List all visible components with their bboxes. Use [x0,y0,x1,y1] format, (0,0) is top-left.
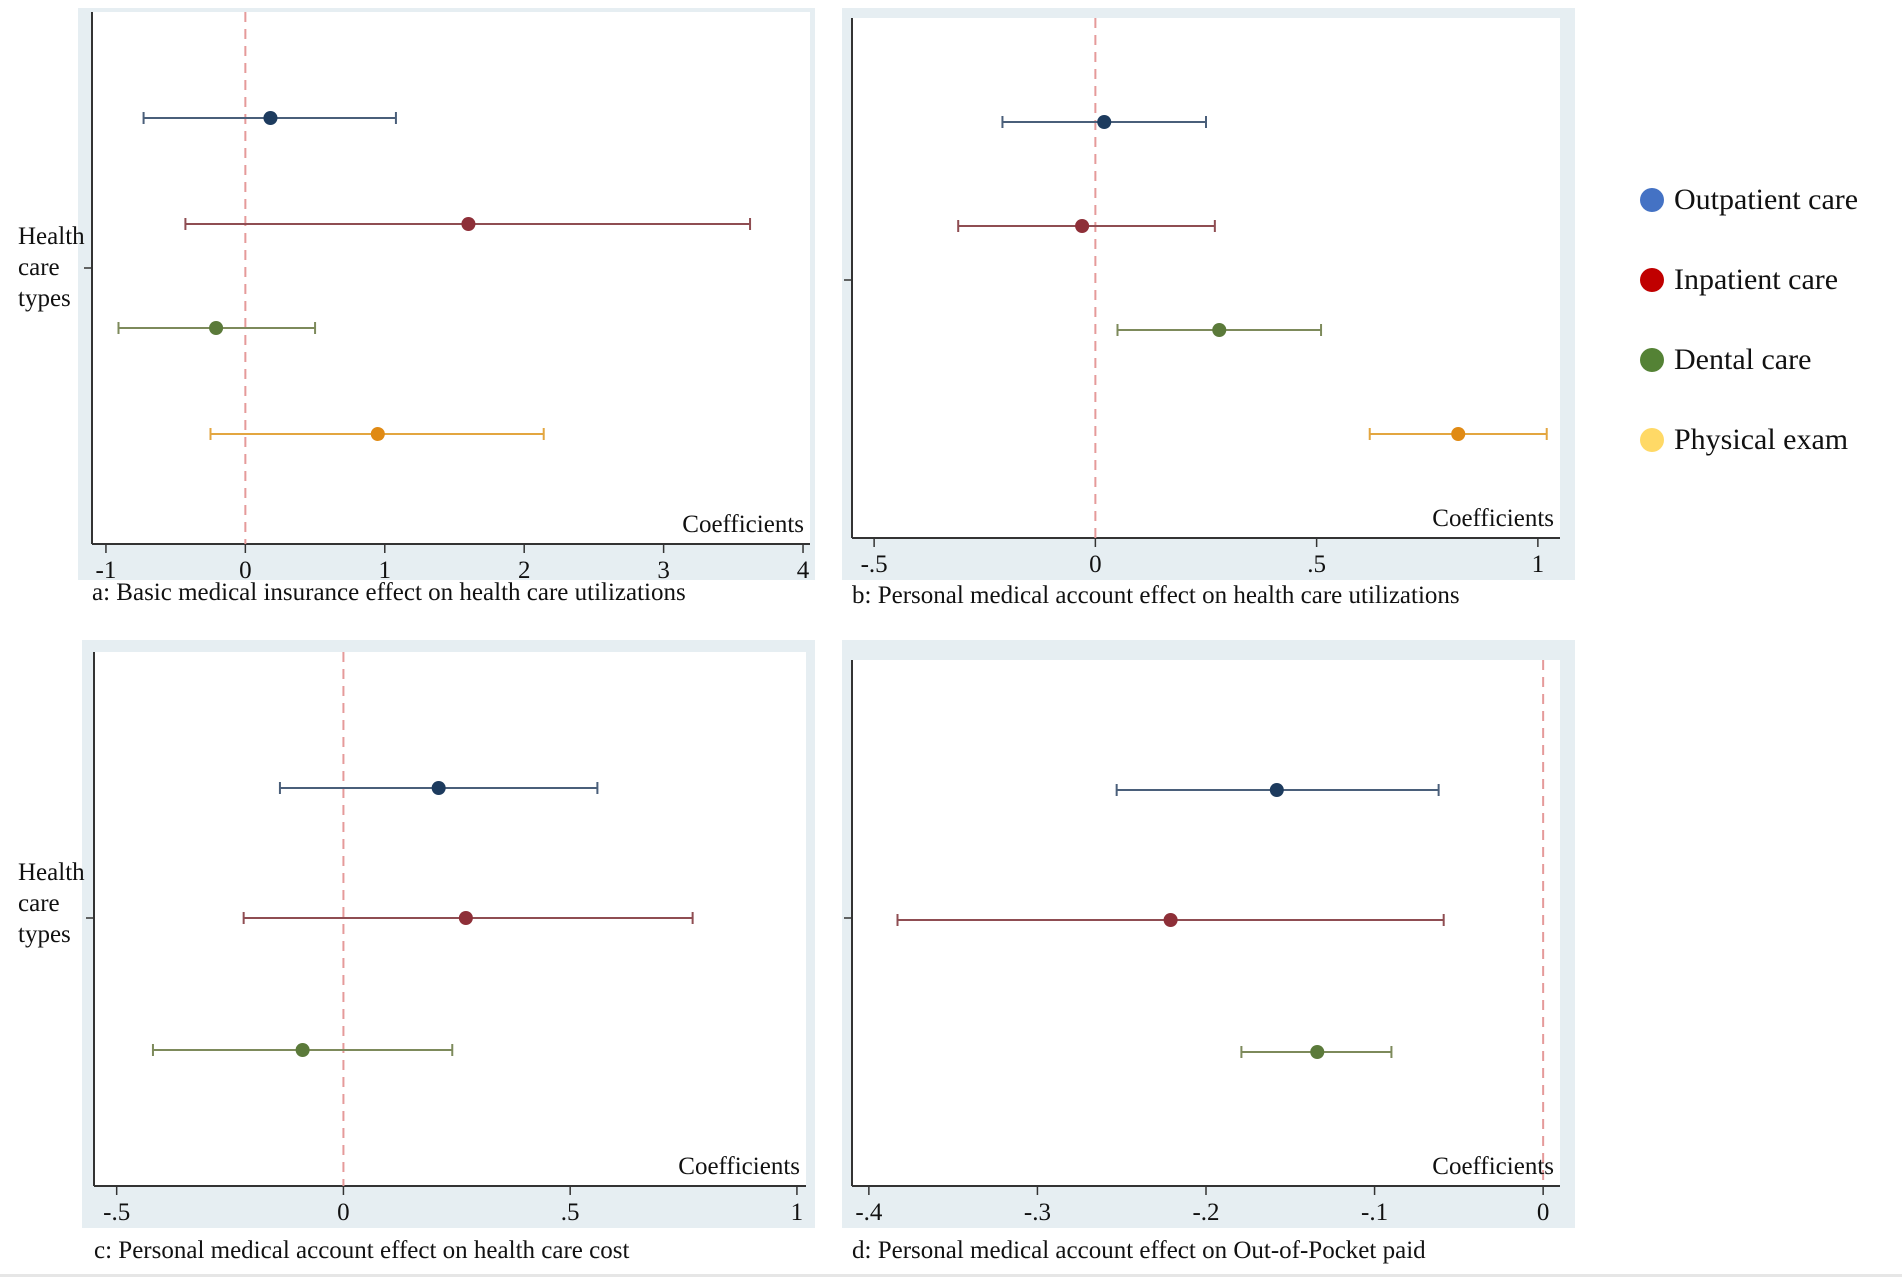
plot-area [852,18,1560,538]
x-tick-label: .5 [561,1199,580,1226]
y-axis-title: Health care types [18,859,85,948]
point-estimate-dental-care [209,321,224,335]
point-estimate-outpatient-care [263,111,278,125]
panel-caption: d: Personal medical account effect on Ou… [852,1237,1426,1264]
x-tick-label: -.2 [1192,1199,1219,1226]
point-estimate-dental-care [295,1043,310,1057]
y-axis-title-line: care [18,254,60,281]
y-axis-title-line: Health [18,223,85,250]
point-estimate-inpatient-care [1163,913,1178,927]
point-estimate-inpatient-care [458,911,473,925]
x-tick-label: -.4 [855,1199,883,1226]
bottom-divider [0,1274,1902,1277]
legend-item-dental: Dental care [1640,320,1900,400]
legend-marker-inpatient [1640,268,1664,292]
chart-panel-a: -1 0 1 2 3 4 Coefficients Health care types a: Bas… [18,8,815,606]
x-tick-label: 3 [657,557,670,584]
x-tick-label: -.5 [103,1199,130,1226]
point-estimate-outpatient-care [431,781,446,795]
point-estimate-inpatient-care [1075,219,1090,233]
y-axis-title-line: types [18,921,71,948]
x-tick-label: -.1 [1361,1199,1388,1226]
legend-item-inpatient: Inpatient care [1640,240,1900,320]
x-tick-label: 1 [791,1199,804,1226]
x-tick-label: 0 [1089,551,1102,578]
x-axis-title: Coefficients [1432,505,1554,532]
point-estimate-dental-care [1310,1045,1325,1059]
legend-item-outpatient: Outpatient care [1640,160,1900,240]
x-tick-label: 0 [239,557,252,584]
chart-panel-c: -.5 0 .5 1 Coefficients Health care types c: Per… [18,640,815,1264]
x-tick-label: -.5 [861,551,888,578]
point-estimate-dental-care [1212,323,1227,337]
y-axis-title-line: types [18,285,71,312]
point-estimate-outpatient-care [1097,115,1112,129]
chart-panel-d: -.4 -.3 -.2 -.1 0 Coefficients d: Personal med… [842,640,1575,1264]
legend-label-dental: Dental care [1674,343,1812,376]
legend: Outpatient care Inpatient care Dental ca… [1640,160,1900,480]
x-tick-label: 1 [1532,551,1545,578]
legend-label-physical-exam: Physical exam [1674,423,1849,456]
point-estimate-physical-exam [370,427,385,441]
x-axis-title: Coefficients [678,1153,800,1180]
legend-label-inpatient: Inpatient care [1674,263,1839,296]
x-tick-label: .5 [1307,551,1326,578]
x-axis-title: Coefficients [682,511,804,538]
x-tick-label: 0 [1537,1199,1550,1226]
panel-caption: b: Personal medical account effect on he… [852,582,1460,609]
x-tick-label: 1 [379,557,392,584]
x-tick-label: -.3 [1024,1199,1051,1226]
x-tick-label: 4 [797,557,810,584]
legend-marker-physical-exam [1640,428,1664,452]
legend-label-outpatient: Outpatient care [1674,183,1859,216]
x-axis-title: Coefficients [1432,1153,1554,1180]
legend-item-physical-exam: Physical exam [1640,400,1900,480]
point-estimate-inpatient-care [461,217,476,231]
point-estimate-physical-exam [1451,427,1466,441]
y-axis-title-line: Health [18,859,85,886]
y-axis-title-line: care [18,890,60,917]
x-tick-label: 2 [518,557,531,584]
plot-area [852,660,1560,1186]
panel-caption: c: Personal medical account effect on he… [94,1237,629,1264]
plot-area [92,12,810,544]
chart-panel-b: -.5 0 .5 1 Coefficients b: Personal medical a… [842,8,1575,609]
legend-marker-dental [1640,348,1664,372]
legend-marker-outpatient [1640,188,1664,212]
x-tick-label: -1 [96,557,117,584]
panel-caption: a: Basic medical insurance effect on hea… [92,579,686,606]
point-estimate-outpatient-care [1269,783,1284,797]
x-tick-label: 0 [337,1199,350,1226]
y-axis-title: Health care types [18,223,85,312]
